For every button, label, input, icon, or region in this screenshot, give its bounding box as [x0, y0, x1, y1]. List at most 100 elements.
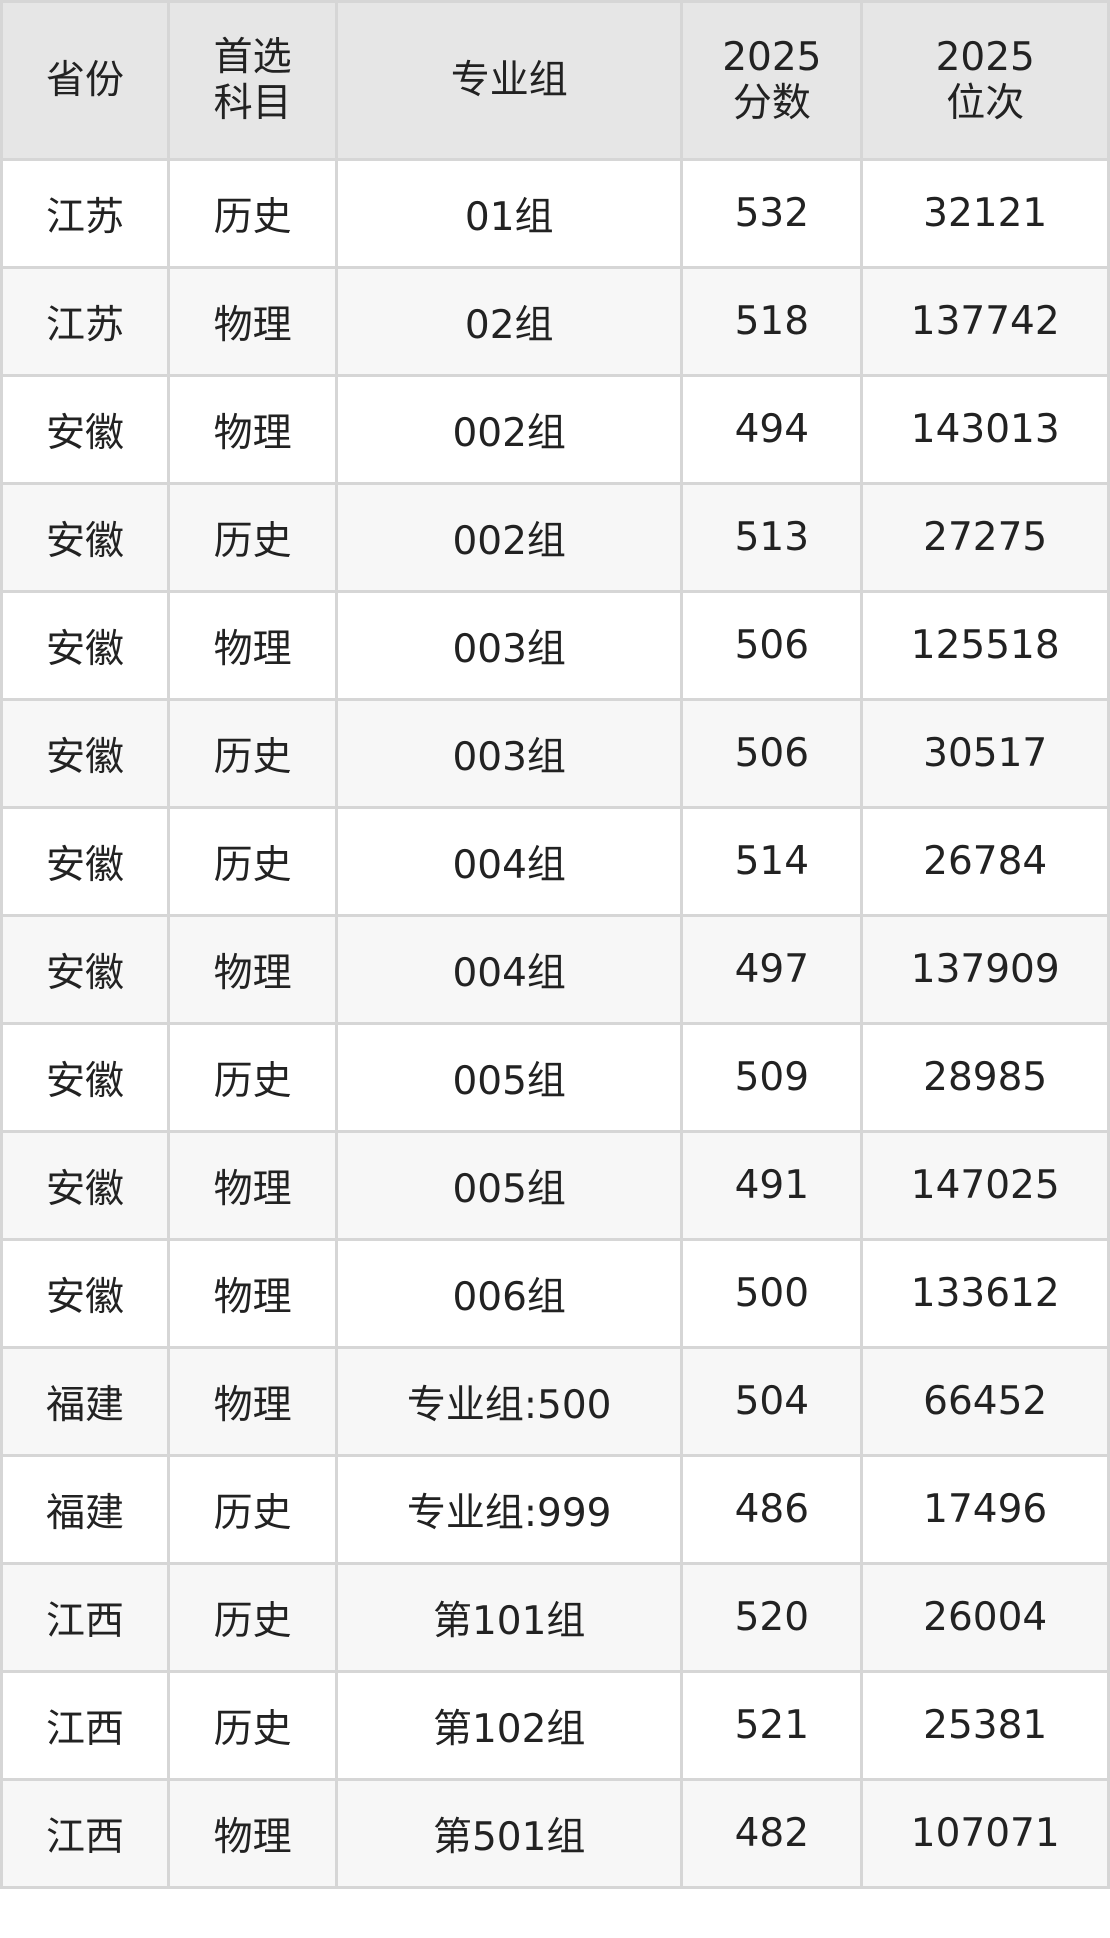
cell-province: 福建: [0, 1346, 171, 1457]
cell-subject: 物理: [167, 1346, 339, 1457]
cell-score: 491: [680, 1130, 864, 1241]
table-row: 江西 历史 第101组 520 26004: [0, 1562, 1110, 1673]
cell-score: 518: [680, 266, 864, 377]
cell-rank: 30517: [860, 698, 1110, 809]
cell-subject: 历史: [167, 1022, 339, 1133]
header-label: 位次: [946, 80, 1025, 126]
cell-rank: 25381: [860, 1670, 1110, 1781]
table-row: 江西 历史 第102组 521 25381: [0, 1670, 1110, 1781]
table-row: 安徽 物理 002组 494 143013: [0, 374, 1110, 485]
header-subject: 首选 科目: [167, 0, 339, 161]
table-row: 福建 物理 专业组:500 504 66452: [0, 1346, 1110, 1457]
header-label: 2025: [722, 34, 822, 80]
cell-province: 江西: [0, 1562, 171, 1673]
cell-score: 521: [680, 1670, 864, 1781]
cell-province: 安徽: [0, 806, 171, 917]
cell-rank: 125518: [860, 590, 1110, 701]
cell-province: 安徽: [0, 1022, 171, 1133]
header-label: 省份: [46, 57, 125, 103]
cell-subject: 历史: [167, 806, 339, 917]
cell-province: 江苏: [0, 266, 171, 377]
cell-score: 513: [680, 482, 864, 593]
header-group: 专业组: [335, 0, 684, 161]
cell-rank: 107071: [860, 1778, 1110, 1889]
table-row: 安徽 物理 005组 491 147025: [0, 1130, 1110, 1241]
table-row: 安徽 物理 006组 500 133612: [0, 1238, 1110, 1349]
cell-province: 安徽: [0, 590, 171, 701]
cell-rank: 26004: [860, 1562, 1110, 1673]
cell-group: 第501组: [335, 1778, 684, 1889]
cell-subject: 物理: [167, 1778, 339, 1889]
cell-group: 006组: [335, 1238, 684, 1349]
header-score: 2025 分数: [680, 0, 864, 161]
cell-group: 02组: [335, 266, 684, 377]
cell-group: 003组: [335, 590, 684, 701]
cell-group: 003组: [335, 698, 684, 809]
cell-rank: 137909: [860, 914, 1110, 1025]
cell-group: 01组: [335, 158, 684, 269]
cell-group: 005组: [335, 1022, 684, 1133]
header-rank: 2025 位次: [860, 0, 1110, 161]
header-label: 2025: [935, 34, 1035, 80]
cell-group: 002组: [335, 374, 684, 485]
cell-group: 005组: [335, 1130, 684, 1241]
cell-group: 004组: [335, 914, 684, 1025]
cell-score: 509: [680, 1022, 864, 1133]
cell-rank: 133612: [860, 1238, 1110, 1349]
header-row: 省份 首选 科目 专业组 2025 分数 2025 位次: [0, 0, 1110, 161]
cell-rank: 27275: [860, 482, 1110, 593]
cell-rank: 26784: [860, 806, 1110, 917]
table-row: 安徽 物理 004组 497 137909: [0, 914, 1110, 1025]
cell-rank: 17496: [860, 1454, 1110, 1565]
cell-subject: 历史: [167, 158, 339, 269]
cell-score: 520: [680, 1562, 864, 1673]
cell-score: 506: [680, 590, 864, 701]
cell-score: 504: [680, 1346, 864, 1457]
table-row: 安徽 历史 005组 509 28985: [0, 1022, 1110, 1133]
header-label: 分数: [732, 80, 811, 126]
cell-province: 江西: [0, 1670, 171, 1781]
cell-score: 500: [680, 1238, 864, 1349]
cell-province: 江西: [0, 1778, 171, 1889]
cell-score: 486: [680, 1454, 864, 1565]
cell-group: 002组: [335, 482, 684, 593]
cell-subject: 物理: [167, 914, 339, 1025]
cell-score: 494: [680, 374, 864, 485]
header-label: 专业组: [450, 57, 568, 103]
cell-subject: 物理: [167, 590, 339, 701]
cell-province: 安徽: [0, 1238, 171, 1349]
cell-province: 安徽: [0, 482, 171, 593]
header-label: 首选: [213, 34, 292, 80]
cell-subject: 历史: [167, 1670, 339, 1781]
cell-subject: 历史: [167, 482, 339, 593]
cell-province: 安徽: [0, 1130, 171, 1241]
table-row: 安徽 物理 003组 506 125518: [0, 590, 1110, 701]
cell-rank: 66452: [860, 1346, 1110, 1457]
cell-group: 004组: [335, 806, 684, 917]
cell-group: 第101组: [335, 1562, 684, 1673]
table-row: 安徽 历史 002组 513 27275: [0, 482, 1110, 593]
cell-subject: 历史: [167, 1454, 339, 1565]
table-row: 福建 历史 专业组:999 486 17496: [0, 1454, 1110, 1565]
cell-score: 482: [680, 1778, 864, 1889]
table-row: 安徽 历史 003组 506 30517: [0, 698, 1110, 809]
header-province: 省份: [0, 0, 171, 161]
header-label: 科目: [213, 80, 292, 126]
cell-rank: 32121: [860, 158, 1110, 269]
cell-score: 506: [680, 698, 864, 809]
cell-group: 专业组:500: [335, 1346, 684, 1457]
cell-rank: 143013: [860, 374, 1110, 485]
table-row: 江西 物理 第501组 482 107071: [0, 1778, 1110, 1889]
cell-rank: 28985: [860, 1022, 1110, 1133]
table-row: 江苏 历史 01组 532 32121: [0, 158, 1110, 269]
cell-subject: 物理: [167, 266, 339, 377]
cell-subject: 物理: [167, 374, 339, 485]
score-table: 省份 首选 科目 专业组 2025 分数 2025 位次 江苏 历史 01组 532 32121 江苏物…: [0, 0, 1110, 1889]
cell-group: 专业组:999: [335, 1454, 684, 1565]
cell-province: 安徽: [0, 914, 171, 1025]
cell-province: 江苏: [0, 158, 171, 269]
cell-subject: 物理: [167, 1238, 339, 1349]
cell-province: 安徽: [0, 698, 171, 809]
table-row: 江苏 物理 02组 518 137742: [0, 266, 1110, 377]
cell-province: 福建: [0, 1454, 171, 1565]
